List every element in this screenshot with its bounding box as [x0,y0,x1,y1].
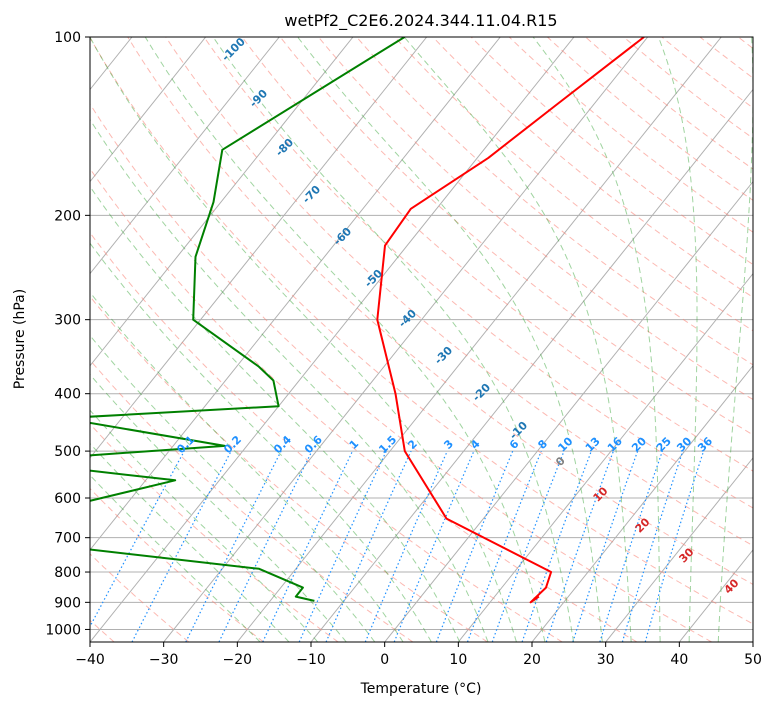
x-tick-label: 40 [670,652,688,668]
isotherm-line [384,180,753,642]
moist-adiabat-line [532,37,661,642]
x-tick-label: 10 [449,652,467,668]
isotherm-line [457,272,753,642]
moist-adiabat-line [90,409,319,642]
dry-adiabat-line [90,359,414,642]
y-tick-label: 800 [54,565,81,581]
chart-title: wetPf2_C2E6.2024.344.11.04.R15 [284,11,557,31]
isotherm-line [90,37,207,183]
x-tick-label: 50 [744,652,762,668]
isotherm-line [90,37,501,551]
x-tick-label: −40 [75,652,105,668]
x-tick-label: −30 [149,652,179,668]
isotherm-line [163,37,649,642]
moist-adiabat-line [90,373,347,642]
y-tick-label: 200 [54,208,81,224]
mixing-ratio-line [644,450,705,642]
dry-adiabat-line [356,37,753,366]
mixing-ratio-line [325,450,412,642]
mixing-ratio-line [491,450,565,642]
mixing-ratio-line [466,450,542,642]
dry-adiabat-line [90,295,488,642]
dry-adiabat-line [90,103,712,642]
isotherm-line [90,37,280,275]
mixing-ratio-line [393,450,475,642]
dry-adiabat-line [90,553,190,642]
mixing-ratio-line [572,450,639,642]
moist-adiabat-line [212,37,575,642]
moist-adiabat-line [658,37,698,642]
x-tick-label: 30 [597,652,615,668]
temperature-profile [376,37,645,604]
moist-adiabat-line [90,291,404,642]
isotherm-line [236,37,722,642]
moist-adiabat-line [90,474,261,642]
moist-adiabat-line [90,37,517,642]
moist-adiabat-line [297,37,603,642]
plot-frame [89,36,754,643]
y-tick-label: 900 [54,595,81,611]
isotherm-line [531,364,753,642]
y-axis-label: Pressure (hPa) [12,289,28,389]
thermo-guides [90,37,753,642]
dewpoint-profile [90,37,406,602]
y-tick-label: 1000 [45,622,81,638]
mixing-ratio-line [621,450,684,642]
x-tick-label: −20 [223,652,253,668]
series-lines [90,37,645,604]
dry-adiabat-line [90,231,563,642]
dry-adiabat-line [90,423,339,642]
dry-adiabat-line [127,37,753,586]
x-axis-label: Temperature (°C) [360,681,482,697]
x-tick-label: 20 [523,652,541,668]
mixing-ratio-line [364,450,448,642]
x-tick-label: 0 [380,652,389,668]
x-axis: −40 −30 −20 −10 0 10 20 30 40 50 [75,642,762,668]
y-tick-label: 600 [54,491,81,507]
isotherm-line [605,457,753,642]
dry-adiabat-line [165,37,753,547]
isotherm-line [90,37,428,459]
dry-adiabat-line [90,167,638,642]
dry-adiabat-line [318,37,753,401]
moist-adiabat-line [90,442,290,642]
grid-lines [90,37,753,642]
y-tick-label: 100 [54,30,81,46]
mixing-ratio-line [90,450,185,628]
isotherm-line [90,37,575,642]
dry-adiabat-line [203,37,753,509]
y-axis: 100 200 300 400 500 600 700 800 900 1000 [45,30,90,638]
y-tick-label: 500 [54,444,81,460]
y-tick-label: 400 [54,387,81,403]
moist-adiabat-line [90,242,432,642]
plot-area: 0.1 0.2 0.4 0.6 1 1.5 2 3 4 6 8 10 13 16 20 25 30 36-100-… [90,35,753,642]
mixing-ratio-line [521,450,592,642]
moist-adiabat-line [90,334,376,642]
mixing-ratio-line [599,450,663,642]
y-tick-label: 700 [54,531,81,547]
mixing-ratio-line [545,450,614,642]
mixing-ratio-line [435,450,514,642]
moist-adiabat-line [90,118,489,642]
moist-adiabat-line [717,37,753,642]
isotherm-line [90,37,354,367]
y-tick-label: 300 [54,313,81,329]
moist-adiabat-line [403,37,632,642]
dry-adiabat-line [90,37,753,625]
dry-adiabat-line [394,37,753,332]
mixing-ratio-line [185,450,282,642]
x-tick-label: −10 [296,652,326,668]
